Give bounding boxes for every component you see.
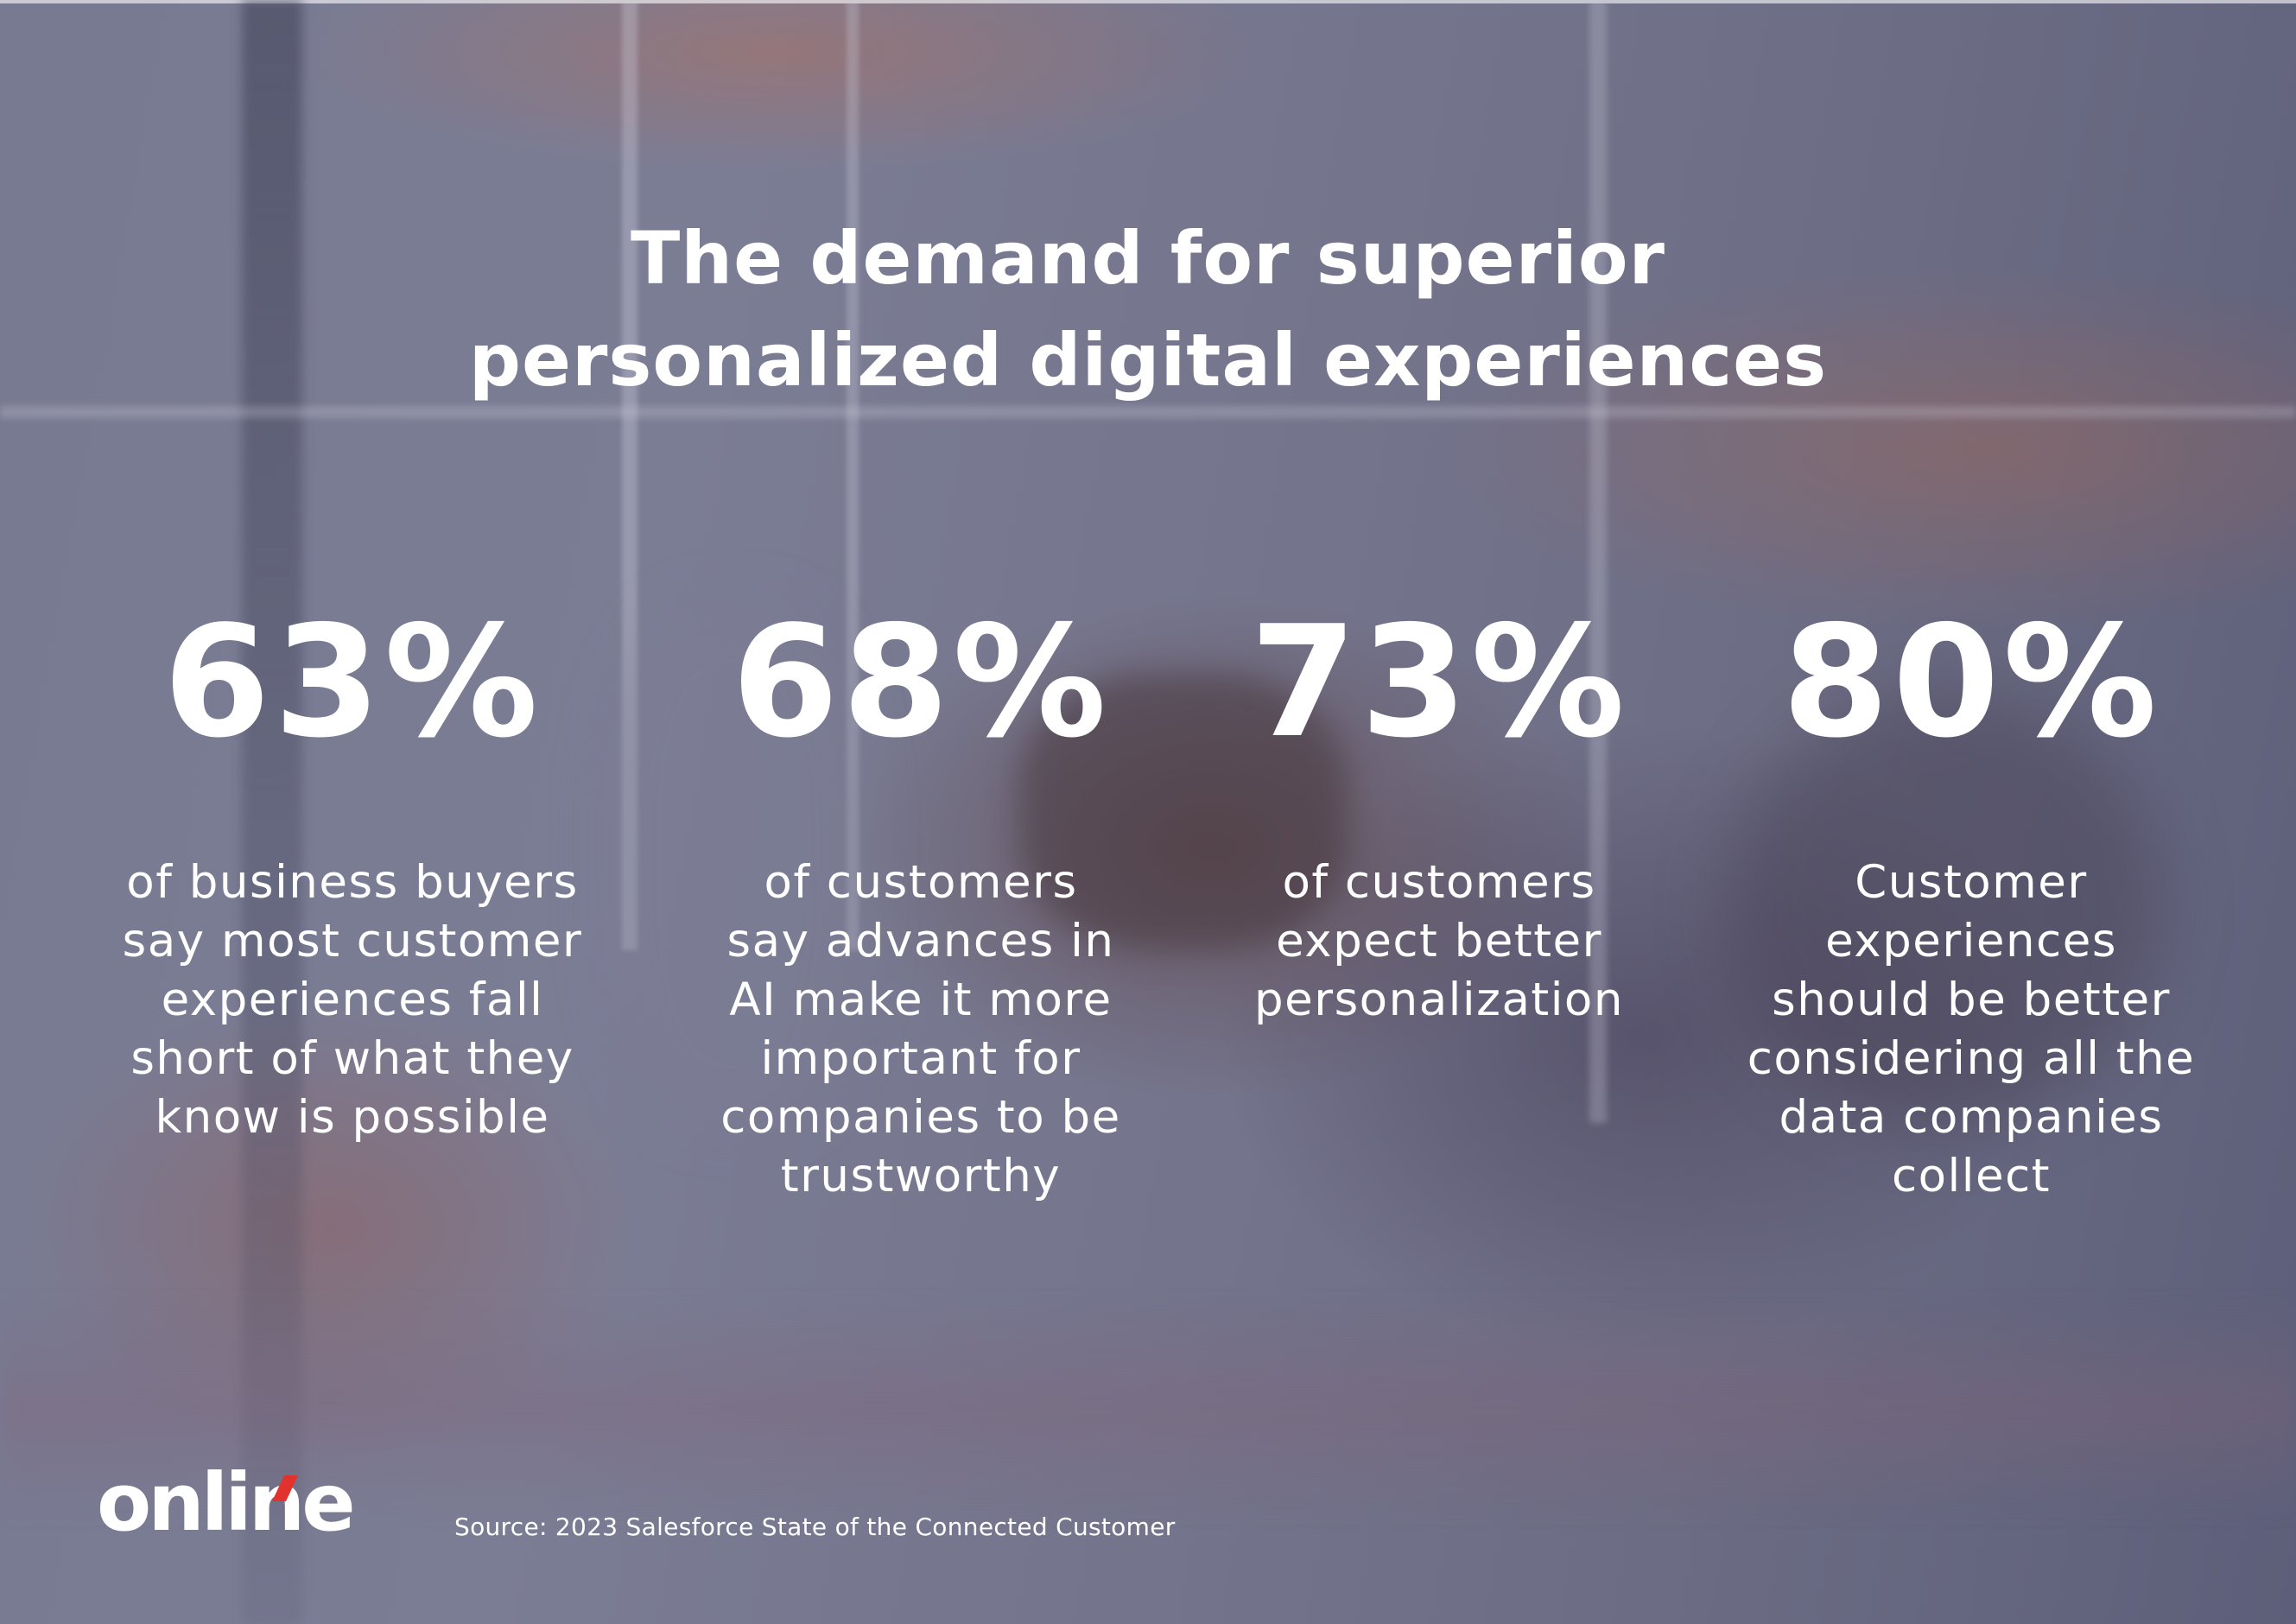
stat-value: 73% (1249, 593, 1629, 771)
background-blur-streak (622, 0, 637, 950)
stat-block-4: 80% Customer experiences should be bette… (1712, 596, 2230, 1206)
stat-block-2: 68% of customers say advances in AI make… (662, 596, 1180, 1206)
stat-value: 63% (162, 593, 542, 771)
page-title: The demand for superior personalized dig… (0, 207, 2296, 411)
stat-description: of customers say advances in AI make it … (720, 856, 1121, 1202)
logo-text: online (97, 1456, 356, 1549)
stat-block-1: 63% of business buyers say most customer… (93, 596, 612, 1147)
stat-block-3: 73% of customers expect better personali… (1180, 596, 1698, 1030)
title-line-2: personalized digital experiences (468, 318, 1828, 403)
stat-description: of business buyers say most customer exp… (122, 856, 583, 1144)
title-line-1: The demand for superior (631, 216, 1665, 301)
stat-value: 80% (1781, 593, 2161, 771)
stat-description: Customer experiences should be better co… (1747, 856, 2196, 1202)
stat-value: 68% (731, 593, 1111, 771)
stat-description: of customers expect better personalizati… (1254, 856, 1624, 1026)
source-note: Source: 2023 Salesforce State of the Con… (454, 1513, 1176, 1541)
online-logo: online (97, 1460, 356, 1546)
top-border (0, 0, 2296, 3)
